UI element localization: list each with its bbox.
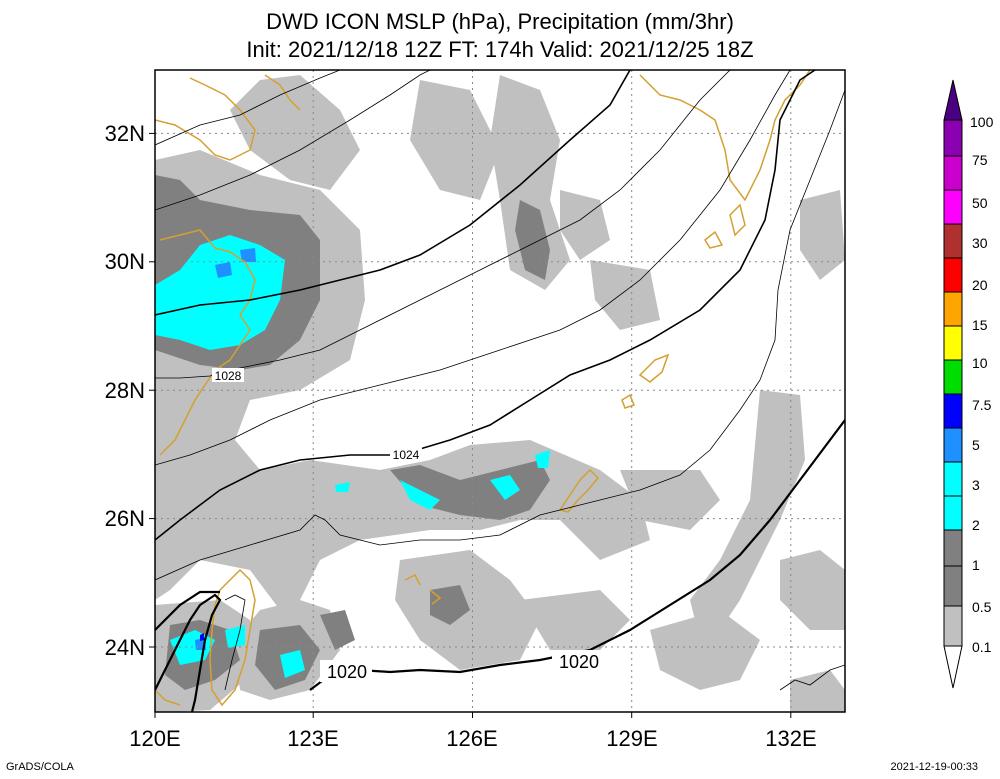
colorbar-segment [943,119,963,157]
colorbar-label: 7.5 [972,397,992,413]
colorbar-segment [943,189,963,225]
colorbar-segment [943,605,963,647]
colorbar-segment [943,461,963,497]
lat-tick-label: 28N [105,378,145,403]
isobar-label: 1028 [215,369,242,383]
colorbar-label: 5 [972,437,980,453]
isobar-labels: 1028 1024 1020 1020 [212,368,604,682]
colorbar-top-arrow [943,79,963,121]
isobar-label: 1020 [327,662,367,682]
lon-axis: 120E 123E 126E 129E 132E [129,726,816,751]
colorbar-label: 1 [972,557,980,573]
lon-tick-label: 120E [129,726,180,751]
lon-tick-label: 126E [446,726,497,751]
colorbar-label: 2 [972,517,980,533]
colorbar-segment [943,427,963,463]
lat-tick-label: 26N [105,506,145,531]
colorbar-segment [943,223,963,259]
colorbar-bottom-arrow [943,645,963,689]
colorbar-segment [943,529,963,567]
axis-ticks [149,132,792,718]
colorbar-segment [943,359,963,395]
map-title: DWD ICON MSLP (hPa), Precipitation (mm/3… [266,9,734,34]
lat-tick-label: 32N [105,121,145,146]
map-subtitle: Init: 2021/12/18 12Z FT: 174h Valid: 202… [246,37,754,62]
colorbar-label: 0.1 [972,639,992,655]
colorbar-label: 3 [972,477,980,493]
lon-tick-label: 129E [606,726,657,751]
isobar-label: 1020 [559,652,599,672]
colorbar [943,79,963,689]
lat-axis: 32N 30N 28N 26N 24N [105,121,145,660]
colorbar-label: 30 [972,235,988,251]
precipitation-shading [155,75,845,712]
isobar-label: 1024 [393,448,420,462]
colorbar-segment [943,565,963,607]
colorbar-segment [943,257,963,293]
colorbar-segment [943,325,963,361]
colorbar-label: 15 [972,317,988,333]
footer-credit: GrADS/COLA [6,761,74,773]
footer-timestamp: 2021-12-19-00:33 [890,761,978,773]
lat-tick-label: 30N [105,249,145,274]
colorbar-segment [943,393,963,429]
colorbar-label: 0.5 [972,599,992,615]
colorbar-label: 10 [972,355,988,371]
plot-frame [154,69,846,713]
colorbar-segment [943,495,963,531]
lon-tick-label: 132E [765,726,816,751]
colorbar-segment [943,291,963,327]
lat-tick-label: 24N [105,635,145,660]
colorbar-segment [943,155,963,191]
coastlines [155,70,811,707]
colorbar-label: 50 [972,195,988,211]
colorbar-labels: 100 75 50 30 20 15 10 7.5 5 3 2 1 0.5 0.… [970,114,994,655]
colorbar-label: 100 [970,114,994,130]
colorbar-label: 75 [972,152,988,168]
colorbar-label: 20 [972,277,988,293]
lon-tick-label: 123E [287,726,338,751]
lat-lon-grid [155,70,845,712]
